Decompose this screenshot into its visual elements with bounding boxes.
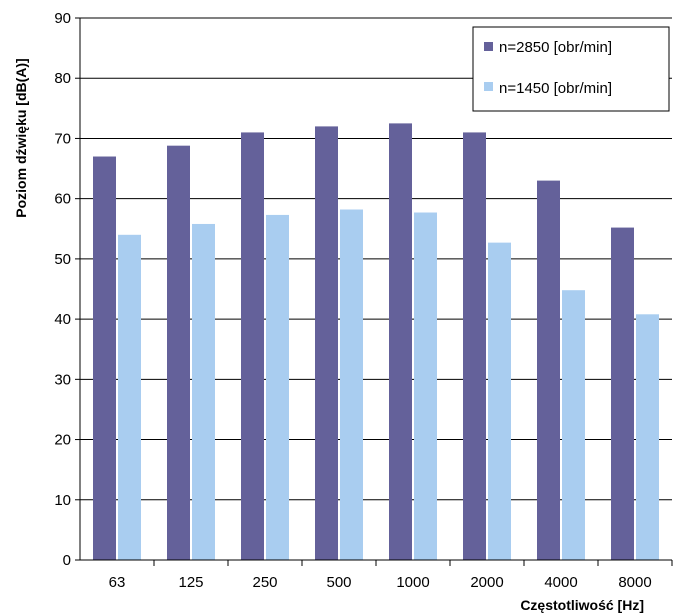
x-tick-label: 500 xyxy=(326,574,351,591)
y-tick-label: 80 xyxy=(54,70,71,87)
y-tick-label: 70 xyxy=(54,130,71,147)
bar-n1450-63 xyxy=(118,234,141,561)
bars xyxy=(93,123,659,561)
bar-n1450-1000 xyxy=(414,212,437,561)
x-tick-label: 4000 xyxy=(544,574,577,591)
bar-n2850-500 xyxy=(315,126,338,561)
y-tick-labels: 0 10 20 30 40 50 60 70 80 90 xyxy=(54,10,80,569)
bar-n1450-2000 xyxy=(488,242,511,560)
y-axis-title: Poziom dźwięku [dB(A)] xyxy=(13,58,29,217)
y-tick-label: 60 xyxy=(54,191,71,208)
y-tick-label: 90 xyxy=(54,10,71,27)
bar-n2850-2000 xyxy=(463,132,486,560)
bar-n2850-63 xyxy=(93,156,116,560)
bar-n2850-250 xyxy=(241,132,264,560)
x-tick-label: 125 xyxy=(178,574,203,591)
legend-swatch-n2850 xyxy=(484,42,493,51)
legend-label-n1450: n=1450 [obr/min] xyxy=(499,80,612,97)
x-tick-label: 8000 xyxy=(618,574,651,591)
bar-n1450-4000 xyxy=(562,290,585,560)
y-tick-label: 10 xyxy=(54,492,71,509)
legend-label-n2850: n=2850 [obr/min] xyxy=(499,39,612,56)
x-axis-title: Częstotliwość [Hz] xyxy=(520,597,644,613)
bar-n1450-500 xyxy=(340,209,363,561)
x-tick-label: 250 xyxy=(252,574,277,591)
y-tick-label: 0 xyxy=(63,552,71,569)
bar-n1450-250 xyxy=(266,214,289,560)
bar-n1450-125 xyxy=(192,223,215,560)
x-tick-labels: 63 125 250 500 1000 2000 4000 8000 xyxy=(109,560,673,591)
legend: n=2850 [obr/min] n=1450 [obr/min] xyxy=(472,26,670,112)
bar-n2850-8000 xyxy=(611,227,634,560)
bar-n2850-1000 xyxy=(389,123,412,560)
x-tick-label: 63 xyxy=(109,574,126,591)
bar-n2850-125 xyxy=(167,145,190,560)
y-tick-label: 40 xyxy=(54,311,71,328)
bar-n2850-4000 xyxy=(537,180,560,560)
legend-swatch-n1450 xyxy=(484,82,493,91)
x-tick-label: 2000 xyxy=(470,574,503,591)
y-tick-label: 20 xyxy=(54,432,71,449)
bar-n1450-8000 xyxy=(636,314,659,560)
legend-box xyxy=(472,26,670,112)
x-tick-label: 1000 xyxy=(396,574,429,591)
y-tick-label: 30 xyxy=(54,371,71,388)
y-tick-label: 50 xyxy=(54,251,71,268)
